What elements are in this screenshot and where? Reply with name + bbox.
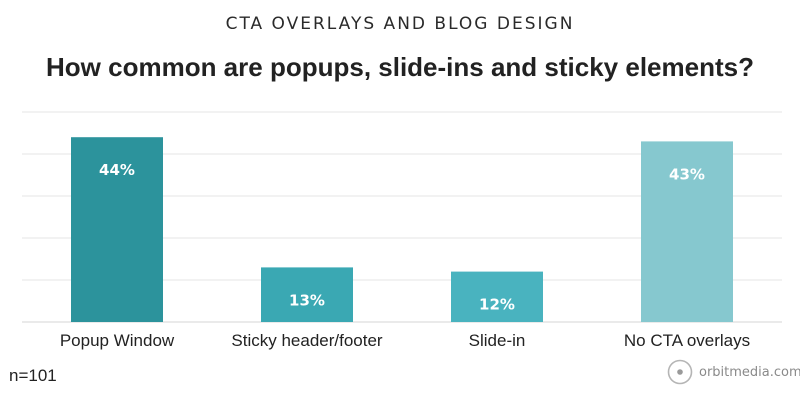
category-labels: Popup Window Sticky header/footer Slide-in… (60, 331, 750, 350)
bar-value-label: 44% (99, 161, 135, 179)
orbit-logo-icon (667, 359, 693, 385)
category-label: Sticky header/footer (231, 331, 383, 350)
chart-title: How common are popups, slide-ins and sti… (46, 52, 754, 82)
bar-value-label: 13% (289, 291, 325, 309)
brand-watermark: orbitmedia.com (667, 358, 800, 386)
brand-url: orbitmedia.com (699, 364, 800, 380)
bar (451, 271, 543, 322)
sample-size-note: n=101 (9, 366, 57, 385)
chart-subtitle: CTA OVERLAYS AND BLOG DESIGN (225, 14, 575, 34)
bar (641, 141, 733, 322)
bar-value-labels: 44% 13% 12% 43% (99, 161, 705, 313)
bar (261, 267, 353, 322)
bars (71, 137, 733, 322)
bar-value-label: 43% (669, 165, 705, 183)
category-label: Slide-in (469, 331, 526, 350)
category-label: No CTA overlays (624, 331, 750, 350)
bar (71, 137, 163, 322)
bar-value-label: 12% (479, 296, 515, 314)
category-label: Popup Window (60, 331, 175, 350)
